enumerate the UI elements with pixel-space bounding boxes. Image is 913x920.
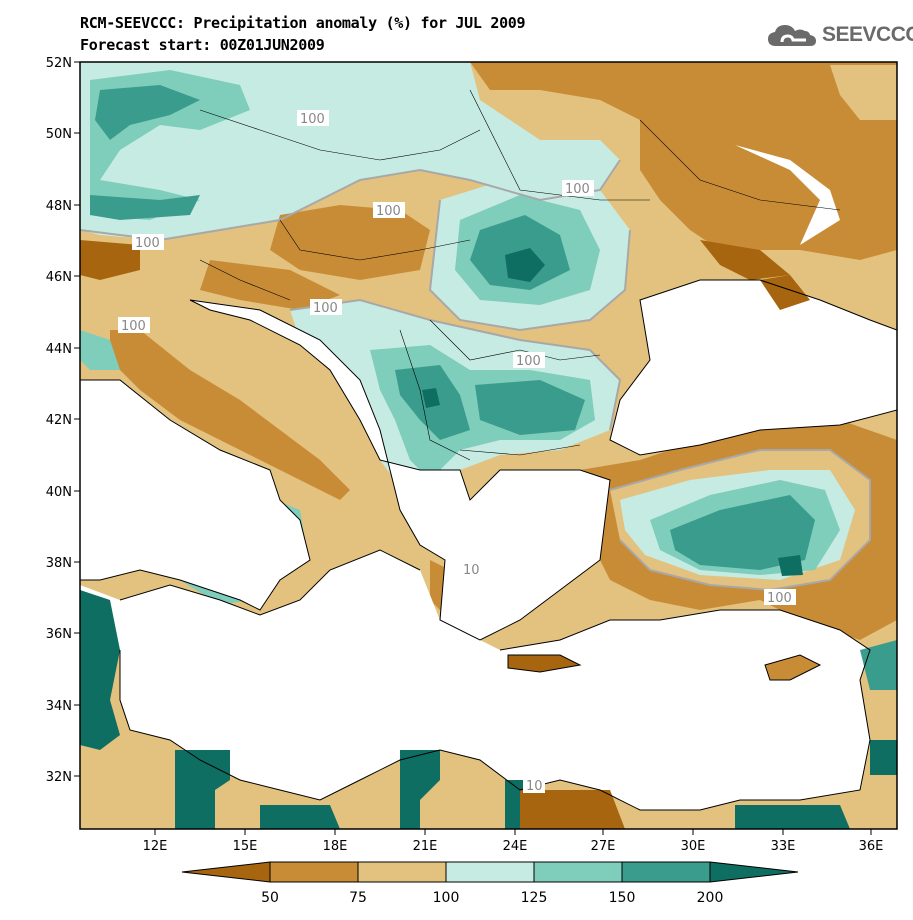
anomaly-field-below-50 <box>520 790 625 829</box>
anomaly-field-150-200 <box>670 495 815 570</box>
mediterranean-sea-mask <box>80 550 870 810</box>
map-plot-area: 100 100 100 100 100 100 100 10 100 10 <box>80 62 897 829</box>
anomaly-field-125-150 <box>80 330 120 370</box>
map-title: RCM-SEEVCCC: Precipitation anomaly (%) f… <box>80 14 526 32</box>
lat-tick-label: 36N <box>46 627 72 642</box>
lat-tick-label: 44N <box>46 342 72 357</box>
anomaly-field-75-100 <box>830 65 897 120</box>
colorbar-label: 75 <box>349 890 367 906</box>
contour-label: 100 <box>313 301 338 316</box>
lon-tick-label: 36E <box>859 839 884 854</box>
lat-tick-label: 52N <box>46 56 72 71</box>
contour-label: 100 <box>376 204 401 219</box>
anomaly-field-above-200 <box>422 388 440 408</box>
lat-tick-label: 42N <box>46 413 72 428</box>
colorbar-segment-50-75 <box>270 862 358 882</box>
contour-label: 100 <box>135 236 160 251</box>
anomaly-field-150-200 <box>475 380 585 435</box>
anomaly-field-below-50 <box>80 240 140 280</box>
lat-tick-label: 40N <box>46 485 72 500</box>
contour-label: 100 <box>121 319 146 334</box>
contour-lines <box>80 159 871 592</box>
lat-tick-label: 32N <box>46 770 72 785</box>
anomaly-field-150-200 <box>90 195 200 220</box>
map-frame <box>79 61 898 830</box>
logo-text: SEEVCCC <box>822 23 913 46</box>
anomaly-field-50-75 <box>470 62 897 260</box>
lon-tick-label: 12E <box>143 839 168 854</box>
colorbar: 50 75 100 125 150 200 <box>181 861 799 906</box>
longitude-axis: 12E 15E 18E 21E 24E 27E 30E 33E 36E <box>143 829 884 854</box>
missing-data-patch <box>735 145 840 245</box>
colorbar-segment-75-100 <box>358 862 446 882</box>
contour-label: 100 <box>300 112 325 127</box>
anomaly-field-50-75 <box>270 205 430 280</box>
anomaly-field-50-75 <box>110 330 350 500</box>
colorbar-label: 200 <box>697 890 724 906</box>
lon-tick-label: 33E <box>771 839 796 854</box>
seevccc-logo: SEEVCCC <box>766 22 913 48</box>
country-borders <box>199 89 841 461</box>
colorbar-segment-150-200 <box>622 862 710 882</box>
latitude-axis: 52N 50N 48N 46N 44N 42N 40N 38N 36N 34N … <box>46 56 80 785</box>
anomaly-field-above-200 <box>505 248 545 282</box>
colorbar-label: 50 <box>261 890 279 906</box>
colorbar-label: 125 <box>521 890 548 906</box>
lat-tick-label: 46N <box>46 270 72 285</box>
forecast-start-label: Forecast start: 00Z01JUN2009 <box>80 36 325 54</box>
anomaly-field-above-200 <box>80 590 120 750</box>
lon-tick-label: 24E <box>503 839 528 854</box>
contour-labels: 100 100 100 100 100 100 100 10 100 10 <box>118 110 796 794</box>
black-sea-mask <box>610 280 897 455</box>
lon-tick-label: 27E <box>591 839 616 854</box>
lat-tick-label: 48N <box>46 199 72 214</box>
lon-tick-label: 15E <box>233 839 258 854</box>
anomaly-field-above-200 <box>260 805 340 829</box>
contour-label: 100 <box>767 591 792 606</box>
colorbar-label: 100 <box>433 890 460 906</box>
cloud-icon <box>768 25 816 46</box>
colorbar-segment-100-125 <box>446 862 534 882</box>
contour-label-partial: 10 <box>463 563 480 578</box>
colorbar-segment-125-150 <box>534 862 622 882</box>
lat-tick-label: 34N <box>46 699 72 714</box>
anomaly-field-150-200 <box>95 85 200 140</box>
contour-label: 100 <box>516 354 541 369</box>
anomaly-field-above-200 <box>400 750 440 829</box>
lat-tick-label: 50N <box>46 127 72 142</box>
lon-tick-label: 18E <box>323 839 348 854</box>
lat-tick-label: 38N <box>46 556 72 571</box>
anomaly-field-above-200 <box>778 555 803 576</box>
colorbar-label: 150 <box>609 890 636 906</box>
anomaly-field-above-200 <box>175 750 230 829</box>
anomaly-field-below-50 <box>700 240 790 280</box>
adriatic-sea-mask <box>190 300 610 640</box>
colorbar-segment-above-200 <box>710 862 798 882</box>
tyrrhenian-sea-mask <box>80 380 310 610</box>
lon-tick-label: 21E <box>413 839 438 854</box>
coastlines <box>80 279 897 811</box>
anomaly-field-above-200 <box>735 805 850 829</box>
contour-label: 100 <box>565 182 590 197</box>
contour-label-partial: 10 <box>526 779 543 794</box>
anomaly-field-above-200 <box>870 740 897 775</box>
colorbar-segment-below-50 <box>182 862 270 882</box>
anomaly-field-50-75 <box>200 260 340 310</box>
lon-tick-label: 30E <box>681 839 706 854</box>
